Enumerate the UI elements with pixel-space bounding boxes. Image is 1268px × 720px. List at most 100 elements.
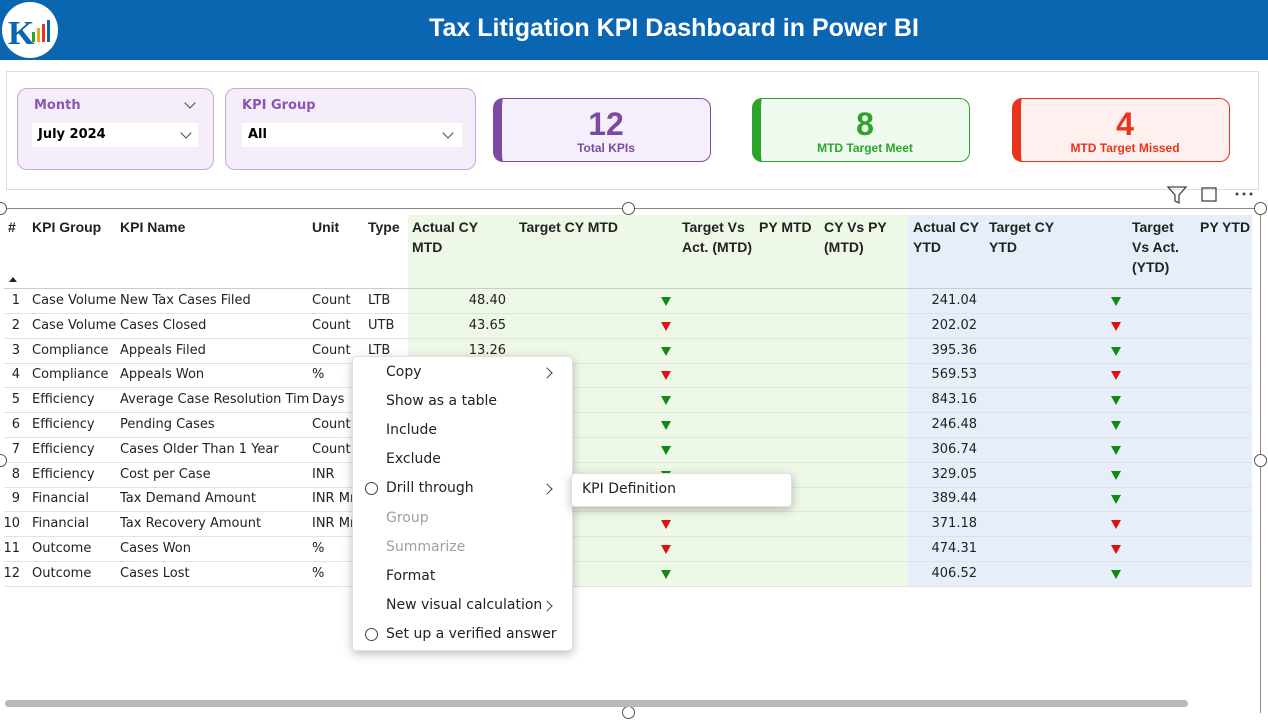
resize-handle[interactable]: [622, 706, 635, 719]
kpi-card: 12 Total KPIs: [493, 98, 711, 162]
table-cell: LTB: [368, 293, 391, 308]
menu-item[interactable]: Show as a table: [386, 393, 498, 410]
status-arrow: [1111, 297, 1121, 306]
row-divider: [4, 362, 1252, 364]
table-cell: Count: [312, 317, 351, 333]
table-cell: 395.36: [931, 342, 978, 358]
card-value: 12: [588, 106, 624, 142]
column-header: Target Vs Act. (YTD): [1132, 219, 1179, 275]
table-cell: 371.18: [931, 516, 978, 532]
table-cell: Outcome: [32, 541, 92, 556]
column-header: #: [8, 219, 16, 235]
column-header: KPI Name: [120, 219, 186, 235]
more-options[interactable]: [1235, 192, 1239, 196]
table-cell: %: [312, 541, 325, 556]
column-header: Target CY MTD: [519, 219, 619, 235]
card-label: MTD Target Meet: [817, 141, 913, 155]
status-arrow: [661, 346, 671, 356]
table-cell: Cases Closed: [120, 317, 207, 333]
focus-icon[interactable]: [1201, 187, 1217, 202]
table-cell: Case Volume: [32, 293, 117, 308]
table-cell: Average Case Resolution Time: [120, 392, 310, 408]
table-cell: 1: [11, 293, 20, 308]
filter-icon[interactable]: [1166, 186, 1188, 205]
table-cell: Appeals Filed: [120, 342, 206, 358]
row-divider: [4, 585, 1252, 587]
table-cell: 306.74: [931, 441, 978, 457]
status-arrow: [1111, 445, 1121, 455]
row-divider: [4, 337, 1252, 339]
table-cell: Tax Recovery Amount: [120, 516, 262, 532]
kpi-group-slicer[interactable]: KPI Group All: [225, 88, 476, 170]
table-cell: 7: [11, 441, 20, 457]
table-cell: LTB: [368, 342, 391, 358]
row-divider: [4, 313, 1252, 314]
resize-handle[interactable]: [1254, 454, 1267, 467]
table-cell: Efficiency: [32, 466, 95, 482]
table-cell: Cost per Case: [120, 466, 211, 482]
table-cell: Count: [312, 441, 351, 457]
month-slicer[interactable]: Month July 2024: [17, 88, 214, 170]
table-cell: 569.53: [931, 367, 978, 383]
table-cell: Efficiency: [32, 417, 95, 432]
menu-item[interactable]: Format: [386, 567, 436, 584]
status-arrow: [661, 321, 671, 331]
kpi-card: 4 MTD Target Missed: [1012, 98, 1230, 162]
menu-item[interactable]: Exclude: [386, 451, 441, 468]
slicer-value[interactable]: July 2024: [32, 123, 198, 147]
ytd-band: [908, 215, 1252, 586]
table-cell: 12: [3, 565, 20, 581]
table-cell: Outcome: [32, 565, 92, 581]
resize-handle[interactable]: [1254, 202, 1267, 215]
table-cell: Count: [312, 293, 351, 308]
table-cell: 43.65: [468, 317, 506, 333]
status-arrow: [1111, 470, 1121, 480]
resize-handle[interactable]: [0, 202, 7, 215]
dashboard-title: Tax Litigation KPI Dashboard in Power BI: [429, 14, 919, 42]
slicer-value[interactable]: All: [242, 123, 462, 147]
scrollbar[interactable]: [5, 700, 1188, 707]
table-cell: Financial: [32, 491, 89, 507]
collapse-icon[interactable]: [184, 97, 196, 109]
sort-icon[interactable]: [8, 275, 18, 283]
resize-handle[interactable]: [622, 202, 635, 215]
status-arrow: [661, 421, 671, 430]
menu-item[interactable]: Include: [386, 422, 437, 439]
table-cell: 246.48: [931, 417, 978, 432]
table-cell: INR Mn: [312, 516, 359, 532]
column-header: PY YTD: [1200, 219, 1251, 235]
table-cell: Appeals Won: [120, 367, 205, 383]
table-cell: 3: [11, 342, 20, 358]
column-header: Actual CY YTD: [913, 219, 979, 255]
status-arrow: [661, 371, 671, 381]
card-label: MTD Target Missed: [1070, 141, 1180, 155]
table-cell: Days: [312, 392, 345, 408]
table-cell: New Tax Cases Filed: [120, 293, 251, 308]
svg-text:K: K: [8, 15, 35, 52]
menu-item[interactable]: New visual calculation: [386, 596, 543, 613]
menu-item[interactable]: Drill through: [386, 480, 474, 497]
status-arrow: [1111, 495, 1121, 505]
table-cell: Case Volume: [32, 317, 117, 333]
status-arrow: [1111, 520, 1121, 530]
kpi-card: 8 MTD Target Meet: [752, 98, 970, 162]
row-divider: [4, 387, 1252, 389]
table-cell: Efficiency: [32, 441, 95, 457]
submenu-chevron: [541, 483, 553, 496]
menu-item[interactable]: Set up a verified answer: [386, 625, 557, 642]
table-cell: 9: [11, 491, 20, 507]
status-arrow: [661, 520, 671, 530]
status-arrow: [661, 569, 671, 579]
table-cell: %: [312, 367, 325, 383]
submenu-chevron: [541, 367, 553, 379]
card-label: Total KPIs: [577, 141, 635, 155]
table-cell: 2: [11, 317, 20, 333]
table-cell: Cases Older Than 1 Year: [120, 441, 279, 457]
table-cell: INR: [312, 466, 335, 482]
column-header: PY MTD: [759, 219, 812, 235]
row-divider: [4, 536, 1252, 538]
menu-item[interactable]: KPI Definition: [582, 481, 676, 497]
menu-item[interactable]: Copy: [386, 364, 422, 380]
status-arrow: [1111, 321, 1121, 331]
